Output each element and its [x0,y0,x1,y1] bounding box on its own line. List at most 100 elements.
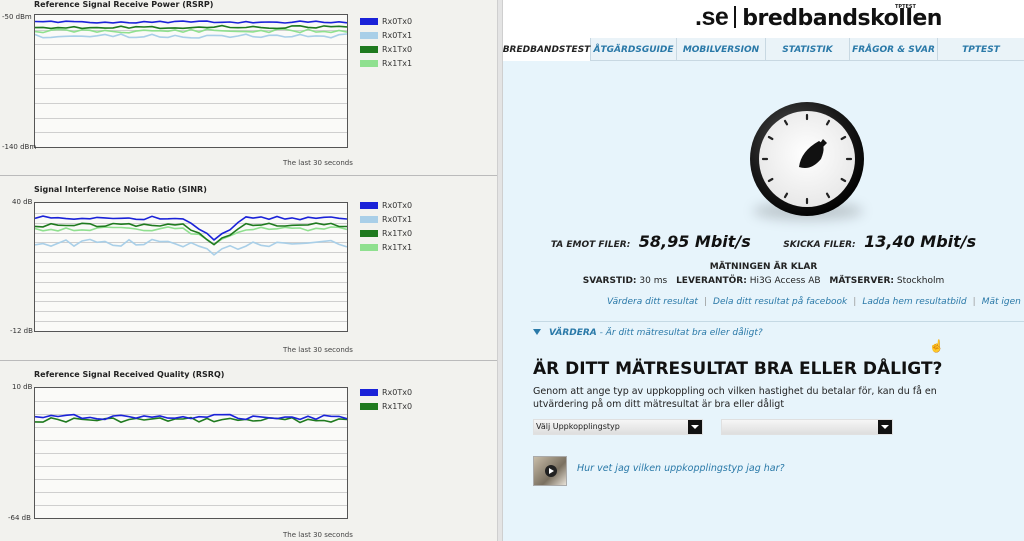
download-image-link[interactable]: Ladda hem resultatbild [862,297,967,307]
panel-separator [0,360,497,361]
download-label: TA EMOT FILER: [550,240,631,250]
video-thumbnail[interactable] [533,456,567,486]
legend-swatch [360,229,378,237]
meter-tick [767,135,774,141]
series-line-rx0tx1 [35,238,347,256]
sinr-title: Signal Interference Noise Ratio (SINR) [34,185,207,194]
window-divider[interactable] [497,0,503,541]
legend-item: Rx0Tx1 [360,212,412,226]
sinr-panel: Signal Interference Noise Ratio (SINR) 4… [0,176,497,360]
series-line-rx0tx0 [35,413,347,421]
measurement-status: MÄTNINGEN ÄR KLAR [709,262,818,272]
signal-monitor-pane: Reference Signal Receive Power (RSRP) -5… [0,0,497,541]
speed-select[interactable] [721,419,893,435]
sinr-footer: The last 30 seconds [283,346,353,354]
legend-item: Rx1Tx0 [360,226,412,240]
download-value: 58,95 Mbit/s [638,232,751,251]
rsrp-legend: Rx0Tx0 Rx0Tx1 Rx1Tx0 Rx1Tx1 [360,14,412,70]
connection-type-select[interactable]: Välj Uppkopplingstyp [533,419,703,435]
series-line-rx1tx0 [35,416,347,424]
connection-type-help-link[interactable]: Hur vet jag vilken uppkopplingstyp jag h… [577,463,785,474]
dropdown-arrow-icon [688,420,702,434]
provider-label: LEVERANTÖR: [676,276,747,286]
evaluate-result-link[interactable]: Värdera ditt resultat [607,297,698,307]
meter-tick [783,119,789,126]
hand-cursor-icon: ☝ [929,339,944,353]
rsrp-chart [35,20,347,133]
legend-item: Rx1Tx0 [360,399,412,413]
rsrq-footer: The last 30 seconds [283,531,353,539]
dropdown-arrow-icon [878,420,892,434]
speedometer-icon [750,102,864,216]
sinr-y-bottom: -12 dB [10,327,33,335]
meter-tick [840,135,847,141]
speed-results: TA EMOT FILER: 58,95 Mbit/s SKICKA FILER… [503,232,1024,252]
rsrp-plot [34,14,348,148]
rsrq-chart [35,401,347,506]
rsrq-plot [34,387,348,519]
nav-tabs: BREDBANDSTEST ÅTGÄRDSGUIDE MOBILVERSION … [503,38,1024,61]
rsrp-footer: The last 30 seconds [283,159,353,167]
evaluate-heading: ÄR DITT MÄTRESULTAT BRA ELLER DÅLIGT? [533,359,943,379]
series-line-rx0tx1 [35,33,347,39]
meter-tick [767,177,774,183]
rsrq-y-bottom: -64 dB [8,514,31,522]
server-value: Stockholm [896,276,945,286]
site-header: .se bredbandskollen TPTEST [503,0,1024,38]
legend-item: Rx0Tx0 [360,14,412,28]
tab-atgardsguide[interactable]: ÅTGÄRDSGUIDE [591,38,677,61]
legend-item: Rx1Tx0 [360,42,412,56]
rsrq-panel: Reference Signal Received Quality (RSRQ)… [0,361,497,541]
meter-tick [840,177,847,183]
rsrp-y-top: -50 dBm [2,13,32,21]
legend-item: Rx0Tx0 [360,385,412,399]
legend-swatch [360,31,378,39]
measure-again-link[interactable]: Mät igen [981,297,1021,307]
series-line-rx0tx0 [35,20,347,24]
rsrp-title: Reference Signal Receive Power (RSRP) [34,0,214,9]
legend-swatch [360,388,378,396]
legend-item: Rx1Tx1 [360,240,412,254]
tab-bredbandstest[interactable]: BREDBANDSTEST [503,38,591,61]
sinr-chart [35,213,347,322]
result-actions: Värdera ditt resultat | Dela ditt resultat… [607,297,1021,307]
legend-swatch [360,59,378,67]
rsrq-legend: Rx0Tx0 Rx1Tx0 [360,385,412,413]
rsrp-y-bottom: -140 dBm [2,143,37,151]
legend-item: Rx1Tx1 [360,56,412,70]
latency-value: 30 ms [639,276,668,286]
series-line-rx1tx1 [35,28,347,34]
share-facebook-link[interactable]: Dela ditt resultat på facebook [713,297,848,307]
legend-swatch [360,402,378,410]
meter-tick [825,192,831,199]
tab-tptest[interactable]: TPTEST [962,44,1000,55]
upload-value: 13,40 Mbit/s [864,232,977,251]
logo-superscript: TPTEST [895,4,916,10]
legend-item: Rx0Tx0 [360,198,412,212]
upload-label: SKICKA FILER: [783,240,856,250]
site-logo[interactable]: .se bredbandskollen [695,3,942,31]
provider-value: Hi3G Access AB [749,276,821,286]
evaluate-toggle[interactable]: VÄRDERA - Är ditt mätresultat bra eller … [533,328,763,338]
play-icon [545,465,557,477]
legend-swatch [360,17,378,25]
sinr-y-top: 40 dB [12,198,33,206]
tab-fragor-svar[interactable]: FRÅGOR & SVAR [850,38,938,61]
meter-tick [783,192,789,199]
rsrp-panel: Reference Signal Receive Power (RSRP) -5… [0,0,497,175]
series-line-rx1tx1 [35,226,347,246]
tab-statistik[interactable]: STATISTIK [766,38,850,61]
legend-swatch [360,215,378,223]
sinr-legend: Rx0Tx0 Rx0Tx1 Rx1Tx0 Rx1Tx1 [360,198,412,254]
meter-tick [825,119,831,126]
series-line-rx0tx0 [35,215,347,241]
evaluate-description: Genom att ange typ av uppkoppling och vi… [533,386,937,410]
legend-swatch [360,243,378,251]
latency-label: SVARSTID: [582,276,637,286]
collapse-triangle-icon [533,329,541,335]
rsrq-title: Reference Signal Received Quality (RSRQ) [34,370,225,379]
tab-mobilversion[interactable]: MOBILVERSION [677,38,766,61]
divider-line [531,321,1024,322]
series-line-rx1tx0 [35,222,347,246]
server-label: MÄTSERVER: [829,276,894,286]
